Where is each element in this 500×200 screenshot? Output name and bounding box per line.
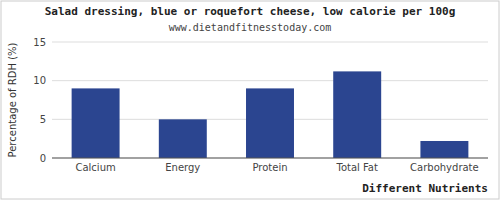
title: Salad dressing, blue or roquefort cheese… <box>45 5 456 18</box>
x-axis-label: Different Nutrients <box>362 182 488 195</box>
bar <box>333 71 381 158</box>
y-tick-label: 15 <box>33 37 46 48</box>
grid-line <box>52 80 488 81</box>
y-axis-label: Percentage of RDH (%) <box>7 42 18 157</box>
bar <box>159 119 207 158</box>
y-tick-label: 0 <box>40 153 46 164</box>
chart-border <box>1 1 499 199</box>
grid-line <box>52 42 488 43</box>
bars <box>72 71 469 158</box>
x-tick-label: Energy <box>165 162 200 173</box>
chart-container: Salad dressing, blue or roquefort cheese… <box>0 0 500 200</box>
y-tick-label: 5 <box>40 114 46 125</box>
bar <box>72 88 120 158</box>
x-axis-line <box>52 158 488 159</box>
bar <box>420 141 468 158</box>
y-tick-label: 10 <box>33 75 46 86</box>
x-tick-label: Carbohydrate <box>410 162 479 173</box>
x-tick-label: Protein <box>252 162 287 173</box>
x-tick-label: Total Fat <box>335 162 377 173</box>
bar <box>246 88 294 158</box>
grid-line <box>52 158 488 159</box>
x-tick-label: Calcium <box>75 162 115 173</box>
chart-svg: Salad dressing, blue or roquefort cheese… <box>0 0 500 200</box>
subtitle: www.dietandfitnesstoday.com <box>169 22 332 33</box>
